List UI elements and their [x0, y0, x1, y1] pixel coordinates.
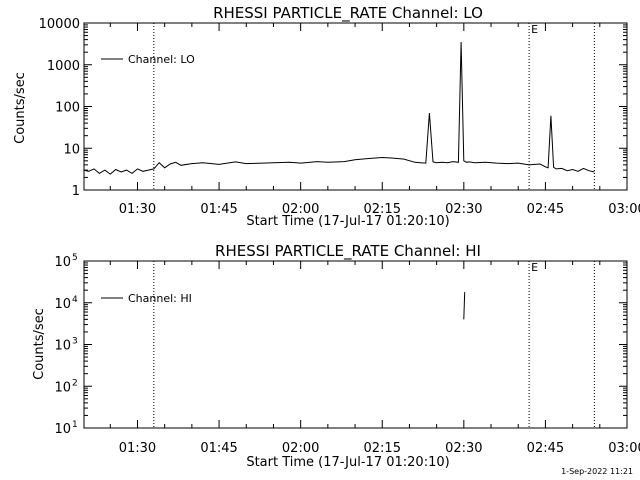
axis-ticks: 01:3001:4502:0002:1502:3002:4503:0010110…: [54, 253, 640, 456]
x-tick-label: 02:45: [527, 441, 564, 456]
y-tick-exponent: 1: [72, 420, 78, 430]
x-axis-label: Start Time (17-Jul-17 01:20:10): [246, 455, 449, 470]
y-tick-label: 10: [63, 142, 80, 157]
series-group: [463, 292, 466, 320]
hi-channel-panel: RHESSI PARTICLE_RATE Channel: HI Counts/…: [32, 242, 640, 470]
y-tick-label: 1000: [47, 59, 80, 74]
flag-marker-label: E: [531, 261, 538, 274]
marker-lines: E: [153, 261, 595, 428]
x-tick-label: 02:30: [445, 202, 482, 217]
x-tick-label: 03:00: [608, 202, 640, 217]
x-tick-label: 01:30: [119, 202, 156, 217]
chart-title: RHESSI PARTICLE_RATE Channel: LO: [213, 4, 483, 23]
y-tick-label: 10: [54, 297, 71, 312]
plot-frame: [83, 22, 628, 191]
x-tick-label: 01:45: [200, 202, 237, 217]
x-tick-label: 02:00: [282, 441, 319, 456]
legend: Channel: LO: [101, 53, 195, 66]
y-axis-label: Counts/sec: [32, 308, 47, 380]
y-tick-label: 10: [54, 380, 71, 395]
x-tick-label: 03:00: [608, 441, 640, 456]
y-tick-exponent: 3: [72, 337, 78, 347]
y-tick-label: 10: [54, 339, 71, 354]
x-tick-label: 02:15: [364, 441, 401, 456]
legend: Channel: HI: [101, 292, 192, 305]
series-group: [83, 41, 595, 175]
y-tick-label: 10000: [39, 17, 80, 32]
lo-channel-panel: RHESSI PARTICLE_RATE Channel: LO Counts/…: [13, 4, 640, 229]
y-axis-label: Counts/sec: [13, 72, 28, 144]
x-tick-label: 02:45: [527, 202, 564, 217]
y-tick-label: 10: [54, 422, 71, 437]
legend-label: Channel: LO: [128, 53, 195, 66]
flag-marker-label: E: [531, 23, 538, 36]
footer-date: 1-Sep-2022 11:21: [561, 467, 633, 476]
y-tick-label: 100: [55, 101, 80, 116]
x-tick-label: 02:00: [282, 202, 319, 217]
y-tick-exponent: 5: [72, 253, 78, 263]
marker-lines: E: [153, 23, 595, 190]
axis-ticks: 01:30 01:45 02:00 02:15 02:30 02:45 03:00 1 10 10…: [39, 17, 640, 217]
series-line: [83, 41, 595, 175]
chart-title: RHESSI PARTICLE_RATE Channel: HI: [215, 242, 481, 261]
series-line: [463, 292, 466, 320]
x-tick-label: 01:30: [119, 441, 156, 456]
x-tick-label: 02:30: [445, 441, 482, 456]
y-tick-exponent: 4: [72, 295, 78, 305]
x-axis-label: Start Time (17-Jul-17 01:20:10): [246, 214, 449, 229]
legend-label: Channel: HI: [128, 292, 192, 305]
y-tick-label: 10: [54, 255, 71, 270]
y-tick-exponent: 2: [72, 378, 78, 388]
y-tick-label: 1: [72, 184, 80, 199]
x-tick-label: 02:15: [364, 202, 401, 217]
x-tick-label: 01:45: [200, 441, 237, 456]
plot-frame: [83, 260, 628, 429]
